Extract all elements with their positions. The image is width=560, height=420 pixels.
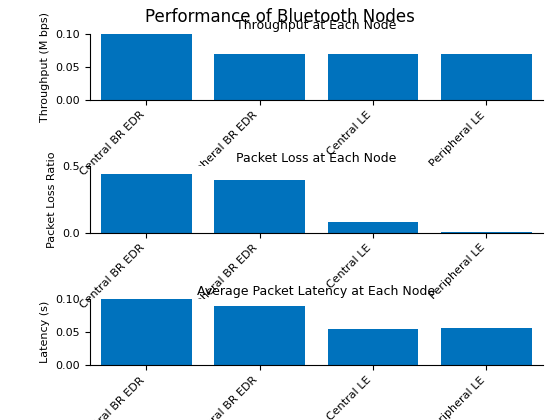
Bar bbox=[214, 306, 305, 365]
Bar bbox=[441, 53, 532, 100]
Bar bbox=[328, 222, 418, 233]
Title: Packet Loss at Each Node: Packet Loss at Each Node bbox=[236, 152, 396, 165]
Bar bbox=[101, 174, 192, 233]
Y-axis label: Throughput (M bps): Throughput (M bps) bbox=[40, 12, 50, 122]
Y-axis label: Packet Loss Ratio: Packet Loss Ratio bbox=[46, 151, 57, 248]
Bar bbox=[328, 329, 418, 365]
Bar bbox=[101, 34, 192, 100]
Title: Throughput at Each Node: Throughput at Each Node bbox=[236, 19, 396, 32]
Text: Performance of Bluetooth Nodes: Performance of Bluetooth Nodes bbox=[145, 8, 415, 26]
Y-axis label: Latency (s): Latency (s) bbox=[40, 301, 50, 363]
Bar bbox=[214, 180, 305, 233]
Bar bbox=[214, 53, 305, 100]
Title: Average Packet Latency at Each Node: Average Packet Latency at Each Node bbox=[197, 285, 436, 298]
Bar bbox=[441, 232, 532, 233]
X-axis label: Node Name: Node Name bbox=[283, 194, 349, 205]
Bar bbox=[101, 299, 192, 365]
X-axis label: Node Name: Node Name bbox=[283, 327, 349, 337]
Bar bbox=[441, 328, 532, 365]
Bar bbox=[328, 53, 418, 100]
